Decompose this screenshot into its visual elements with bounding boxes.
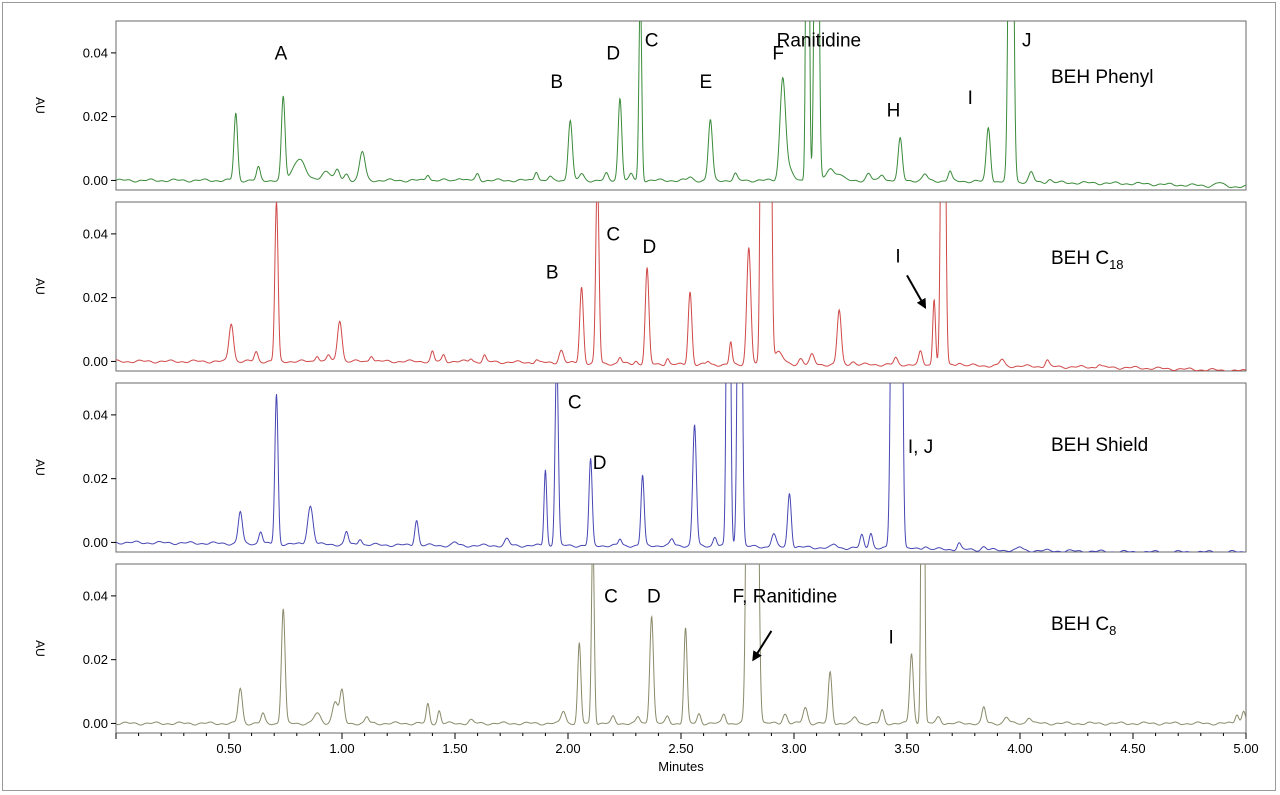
chromatogram-trace xyxy=(116,202,1246,371)
peak-label: D xyxy=(606,43,620,64)
peak-label: Ranitidine xyxy=(777,31,862,52)
column-subscript: 18 xyxy=(1109,257,1123,272)
peak-label: F xyxy=(772,43,784,64)
x-tick-label: 4.50 xyxy=(1120,741,1145,756)
y-tick-label: 0.00 xyxy=(83,535,108,550)
x-tick-label: 5.00 xyxy=(1233,741,1258,756)
y-axis-label: AU xyxy=(33,459,47,476)
peak-label: F, Ranitidine xyxy=(733,586,838,607)
peak-label: C xyxy=(604,586,618,607)
y-tick-label: 0.04 xyxy=(83,45,108,60)
y-axis-label: AU xyxy=(33,278,47,295)
plot-area xyxy=(115,20,1247,191)
arrow-icon xyxy=(906,274,927,309)
plot-area xyxy=(115,382,1247,553)
peak-label: E xyxy=(700,72,713,93)
y-tick-label: 0.04 xyxy=(83,407,108,422)
y-tick-label: 0.02 xyxy=(83,652,108,667)
y-tick-label: 0.02 xyxy=(83,290,108,305)
x-axis: 0.50 1.00 1.50 2.00 2.50 3.00 3.50 4.00 4.50 5.00… xyxy=(115,733,1259,774)
x-tick-label: 1.00 xyxy=(329,741,354,756)
panel-3: 0.00 0.02 0.04 AU C D I, J BEH Shield xyxy=(33,382,1247,553)
column-name: BEH Shield xyxy=(1051,435,1148,456)
x-tick-label: 2.50 xyxy=(668,741,693,756)
x-tick-label: 1.50 xyxy=(442,741,467,756)
column-label: BEH C8 xyxy=(1051,614,1116,638)
column-label: BEH Phenyl xyxy=(1051,67,1153,88)
peak-label: B xyxy=(550,72,563,93)
column-name: BEH C xyxy=(1051,614,1109,635)
y-axis-label: AU xyxy=(33,97,47,114)
column-label: BEH C18 xyxy=(1051,248,1124,272)
panel-4: 0.00 0.02 0.04 AU C D F, Ranitidine I BEH C8 xyxy=(33,563,1247,734)
column-name: BEH Phenyl xyxy=(1051,67,1153,88)
peak-label: C xyxy=(606,224,620,245)
x-tick-label: 2.00 xyxy=(555,741,580,756)
y-tick-label: 0.00 xyxy=(83,173,108,188)
peak-label: I xyxy=(968,88,973,109)
x-tick-label: 3.50 xyxy=(894,741,919,756)
chromatogram-trace xyxy=(116,383,1245,552)
peak-label: D xyxy=(642,237,656,258)
peak-label: D xyxy=(647,586,661,607)
peak-label: C xyxy=(568,393,582,414)
peak-label: I xyxy=(889,628,894,649)
column-name: BEH C xyxy=(1051,248,1109,269)
arrow-icon xyxy=(752,630,773,662)
y-tick-label: 0.00 xyxy=(83,716,108,731)
peak-label: I xyxy=(895,247,900,268)
x-axis-title: Minutes xyxy=(658,759,704,774)
x-tick-label: 0.50 xyxy=(216,741,241,756)
y-tick-label: 0.04 xyxy=(83,226,108,241)
y-tick-label: 0.02 xyxy=(83,471,108,486)
peak-label: J xyxy=(1022,31,1032,52)
peak-label: C xyxy=(645,31,659,52)
peak-label: H xyxy=(887,101,901,122)
y-tick-label: 0.02 xyxy=(83,109,108,124)
chromatogram-trace xyxy=(116,564,1246,726)
y-tick-label: 0.04 xyxy=(83,588,108,603)
plot-area xyxy=(115,201,1247,372)
column-subscript: 8 xyxy=(1109,623,1116,638)
x-tick-label: 4.00 xyxy=(1007,741,1032,756)
peak-label: D xyxy=(593,453,607,474)
y-axis-label: AU xyxy=(33,640,47,657)
peak-label: B xyxy=(546,263,559,284)
panel-2: 0.00 0.02 0.04 AU B C D I BEH C18 xyxy=(33,201,1247,372)
column-label: BEH Shield xyxy=(1051,435,1148,456)
peak-label: I, J xyxy=(908,437,933,458)
chromatogram-trace xyxy=(116,21,1246,189)
plot-area xyxy=(115,563,1247,734)
x-tick-label: 3.00 xyxy=(781,741,806,756)
y-tick-label: 0.00 xyxy=(83,354,108,369)
peak-label: A xyxy=(275,43,288,64)
